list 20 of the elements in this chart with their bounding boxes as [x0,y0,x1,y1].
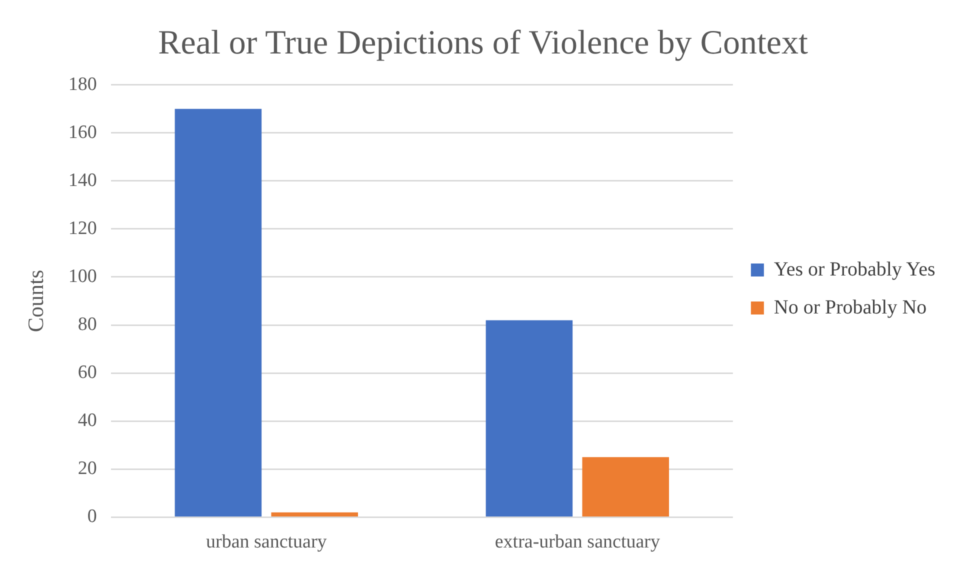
chart-title: Real or True Depictions of Violence by Context [158,24,808,62]
bar [271,512,358,516]
y-tick-label: 60 [78,362,97,384]
x-tick-label: urban sanctuary [206,532,328,553]
y-tick-label: 40 [78,410,97,432]
y-axis-title: Counts [22,270,48,332]
y-tick-label: 20 [78,458,97,480]
y-tick-label: 140 [68,170,97,191]
y-tick-label: 160 [68,122,97,143]
y-tick-label: 120 [68,218,97,239]
y-tick-label: 80 [78,314,97,336]
y-tick-label: 0 [87,506,97,528]
bar [486,320,573,516]
y-tick-label: 100 [68,266,97,287]
x-tick-label: extra-urban sanctuary [494,532,660,553]
legend-label: No or Probably No [774,296,927,318]
y-tick-label: 180 [68,74,97,95]
bar [174,108,262,516]
bar [582,457,670,516]
legend-label: Yes or Probably Yes [774,258,936,280]
